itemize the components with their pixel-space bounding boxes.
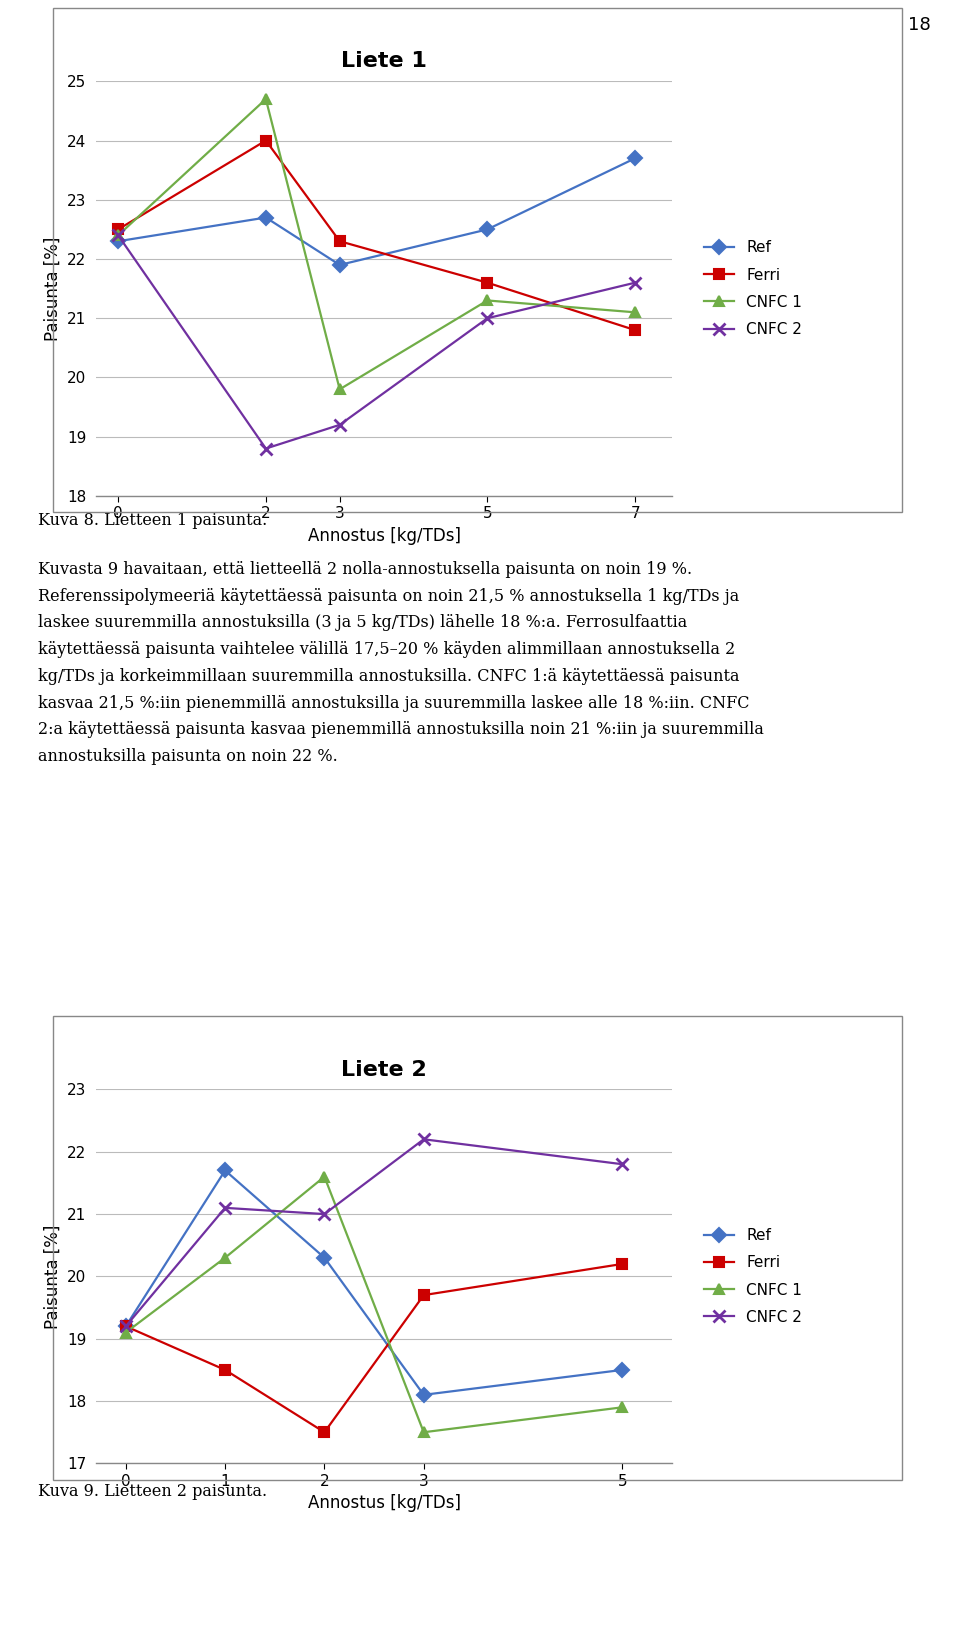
Ref [120, 1317, 132, 1337]
Ferri [112, 220, 124, 239]
Ref [418, 1385, 429, 1405]
Line: CNFC 2: CNFC 2 [120, 1133, 629, 1333]
Ferri [630, 320, 641, 340]
CNFC 1 [260, 89, 272, 109]
Ref [319, 1249, 330, 1268]
CNFC 1 [112, 226, 124, 246]
Ferri [260, 130, 272, 150]
Text: Kuvasta 9 havaitaan, että lietteellä 2 nolla-annostuksella paisunta on noin 19 %: Kuvasta 9 havaitaan, että lietteellä 2 n… [38, 561, 764, 766]
Ferri [319, 1423, 330, 1442]
CNFC 1 [219, 1249, 230, 1268]
CNFC 1 [630, 302, 641, 322]
Ferri [482, 273, 493, 293]
Legend: Ref, Ferri, CNFC 1, CNFC 2: Ref, Ferri, CNFC 1, CNFC 2 [698, 234, 808, 343]
Ref [219, 1161, 230, 1180]
Ferri [418, 1285, 429, 1304]
CNFC 2 [219, 1198, 230, 1218]
CNFC 1 [482, 291, 493, 311]
Ref [334, 255, 346, 275]
Line: Ref: Ref [113, 153, 640, 270]
Ferri [120, 1317, 132, 1337]
Line: CNFC 1: CNFC 1 [113, 94, 640, 393]
Legend: Ref, Ferri, CNFC 1, CNFC 2: Ref, Ferri, CNFC 1, CNFC 2 [698, 1223, 808, 1330]
Line: Ferri: Ferri [121, 1259, 627, 1437]
CNFC 1 [319, 1167, 330, 1187]
Text: Kuva 9. Lietteen 2 paisunta.: Kuva 9. Lietteen 2 paisunta. [38, 1483, 268, 1499]
Ref [260, 208, 272, 228]
CNFC 1 [418, 1423, 429, 1442]
Line: CNFC 2: CNFC 2 [112, 229, 641, 455]
CNFC 2 [319, 1205, 330, 1224]
CNFC 2 [334, 415, 346, 434]
Ferri [334, 231, 346, 250]
Title: Liete 1: Liete 1 [341, 52, 427, 72]
CNFC 2 [260, 439, 272, 459]
CNFC 2 [630, 273, 641, 293]
CNFC 1 [616, 1398, 628, 1418]
Title: Liete 2: Liete 2 [341, 1060, 427, 1080]
Ref [630, 148, 641, 167]
Text: Kuva 8. Lietteen 1 paisunta.: Kuva 8. Lietteen 1 paisunta. [38, 512, 268, 528]
CNFC 1 [334, 379, 346, 398]
Y-axis label: Paisunta [%]: Paisunta [%] [43, 1224, 61, 1328]
Ferri [219, 1359, 230, 1379]
CNFC 2 [120, 1317, 132, 1337]
Ferri [616, 1254, 628, 1273]
CNFC 1 [120, 1324, 132, 1343]
Line: Ferri: Ferri [113, 135, 640, 335]
Line: Ref: Ref [121, 1166, 627, 1400]
Ref [482, 220, 493, 239]
Line: CNFC 1: CNFC 1 [121, 1172, 627, 1437]
Ref [616, 1359, 628, 1379]
CNFC 2 [418, 1130, 429, 1150]
Y-axis label: Paisunta [%]: Paisunta [%] [43, 236, 61, 341]
CNFC 2 [482, 309, 493, 328]
Text: 18: 18 [908, 16, 931, 34]
CNFC 2 [112, 226, 124, 246]
Ref [112, 231, 124, 250]
X-axis label: Annostus [kg/TDs]: Annostus [kg/TDs] [307, 1494, 461, 1512]
CNFC 2 [616, 1154, 628, 1174]
X-axis label: Annostus [kg/TDs]: Annostus [kg/TDs] [307, 527, 461, 545]
